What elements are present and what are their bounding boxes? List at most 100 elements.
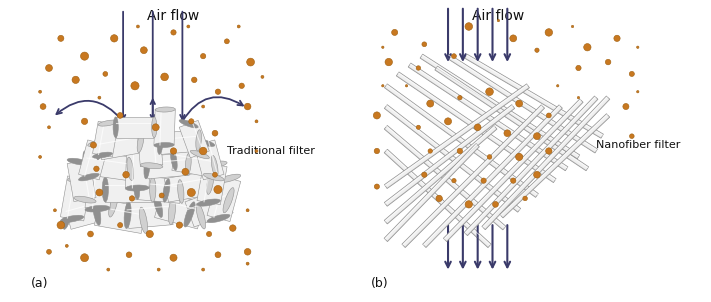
Text: Nanofiber filter: Nanofiber filter xyxy=(597,140,680,150)
Ellipse shape xyxy=(157,133,163,154)
Circle shape xyxy=(504,130,510,137)
Circle shape xyxy=(486,88,493,95)
Circle shape xyxy=(474,124,481,131)
Circle shape xyxy=(629,134,634,139)
Ellipse shape xyxy=(67,158,90,165)
Circle shape xyxy=(261,76,264,79)
Text: Air flow: Air flow xyxy=(472,9,525,23)
Circle shape xyxy=(82,118,87,124)
Text: Air flow: Air flow xyxy=(147,9,200,23)
Circle shape xyxy=(405,85,407,87)
Ellipse shape xyxy=(125,185,149,191)
Circle shape xyxy=(94,166,99,172)
Circle shape xyxy=(87,231,93,237)
Circle shape xyxy=(199,147,207,155)
Ellipse shape xyxy=(144,156,150,179)
Circle shape xyxy=(187,25,190,28)
Circle shape xyxy=(465,201,472,208)
Circle shape xyxy=(605,59,611,65)
Ellipse shape xyxy=(109,191,118,217)
Circle shape xyxy=(176,222,183,228)
Circle shape xyxy=(245,103,251,110)
Ellipse shape xyxy=(137,130,144,153)
Circle shape xyxy=(65,244,68,247)
Text: Traditional filter: Traditional filter xyxy=(227,146,315,156)
Circle shape xyxy=(584,43,591,51)
Circle shape xyxy=(436,195,442,202)
Circle shape xyxy=(171,148,176,154)
Ellipse shape xyxy=(89,161,114,168)
Polygon shape xyxy=(67,160,96,201)
Circle shape xyxy=(374,184,380,189)
Ellipse shape xyxy=(203,173,224,181)
Ellipse shape xyxy=(124,202,131,229)
Circle shape xyxy=(451,54,456,59)
Circle shape xyxy=(48,126,50,129)
Polygon shape xyxy=(500,114,610,218)
Ellipse shape xyxy=(98,120,118,126)
Circle shape xyxy=(515,153,523,161)
Circle shape xyxy=(117,223,123,228)
Polygon shape xyxy=(78,140,108,180)
Circle shape xyxy=(523,196,528,201)
Circle shape xyxy=(187,188,196,197)
Circle shape xyxy=(422,172,427,177)
Polygon shape xyxy=(402,105,545,248)
Circle shape xyxy=(535,48,539,52)
Polygon shape xyxy=(435,66,589,171)
Polygon shape xyxy=(197,162,227,205)
Circle shape xyxy=(201,53,205,59)
Ellipse shape xyxy=(154,143,174,148)
Circle shape xyxy=(614,35,620,41)
Circle shape xyxy=(576,65,581,71)
Circle shape xyxy=(382,85,384,87)
Polygon shape xyxy=(385,84,530,188)
Circle shape xyxy=(117,113,123,118)
Ellipse shape xyxy=(184,202,195,227)
Circle shape xyxy=(191,77,197,83)
Circle shape xyxy=(96,189,103,196)
Circle shape xyxy=(215,252,221,258)
Circle shape xyxy=(80,254,89,262)
Circle shape xyxy=(215,89,220,95)
Ellipse shape xyxy=(196,130,201,151)
Circle shape xyxy=(374,148,380,154)
Circle shape xyxy=(247,58,255,66)
Circle shape xyxy=(140,47,147,54)
Ellipse shape xyxy=(134,176,139,199)
Circle shape xyxy=(572,25,574,28)
Circle shape xyxy=(237,25,240,28)
Circle shape xyxy=(533,133,540,140)
Circle shape xyxy=(246,262,249,265)
Polygon shape xyxy=(127,198,173,229)
Polygon shape xyxy=(384,143,479,242)
Circle shape xyxy=(161,73,169,81)
Ellipse shape xyxy=(154,192,163,217)
Circle shape xyxy=(416,66,421,70)
Polygon shape xyxy=(384,125,506,230)
Polygon shape xyxy=(384,149,491,248)
Circle shape xyxy=(137,25,139,28)
Ellipse shape xyxy=(171,148,177,170)
Circle shape xyxy=(182,168,189,175)
Polygon shape xyxy=(60,176,91,221)
Ellipse shape xyxy=(96,138,103,160)
Ellipse shape xyxy=(127,157,134,181)
Circle shape xyxy=(171,30,176,35)
Circle shape xyxy=(225,39,230,44)
Circle shape xyxy=(382,46,384,48)
Circle shape xyxy=(103,72,108,76)
Circle shape xyxy=(57,221,65,229)
Polygon shape xyxy=(420,54,579,159)
Circle shape xyxy=(385,58,392,66)
Circle shape xyxy=(202,105,205,108)
Polygon shape xyxy=(125,143,151,188)
Polygon shape xyxy=(385,84,538,198)
Ellipse shape xyxy=(139,207,147,233)
Polygon shape xyxy=(164,171,213,202)
Ellipse shape xyxy=(92,199,101,225)
Ellipse shape xyxy=(211,155,218,178)
Circle shape xyxy=(428,149,432,153)
Ellipse shape xyxy=(207,171,214,194)
Ellipse shape xyxy=(60,215,84,223)
